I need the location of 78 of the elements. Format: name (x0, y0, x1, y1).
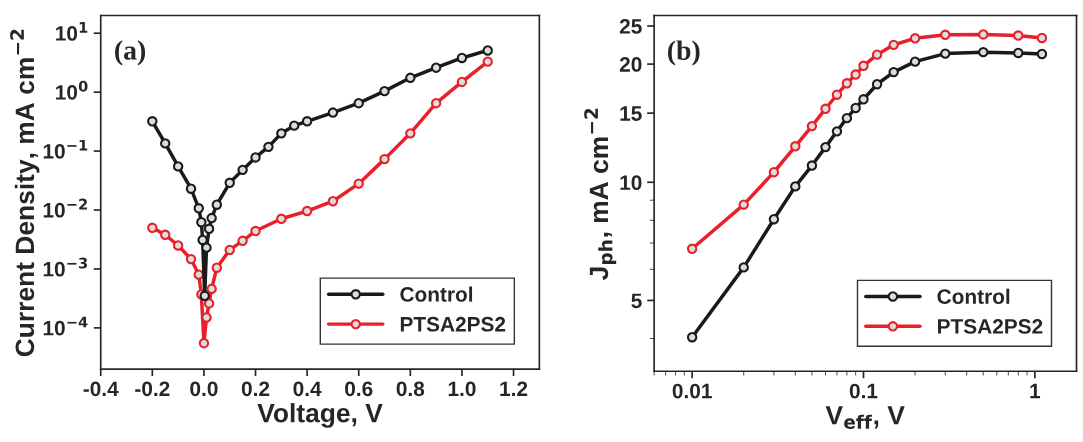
point (237, 235, 248, 247)
point (456, 52, 468, 64)
point (211, 199, 223, 210)
annotation: (a) (115, 40, 146, 66)
legend-label: PTSA2PS2 (938, 319, 1043, 334)
point (250, 152, 261, 163)
x-tick-label: -0.4 (83, 381, 119, 397)
x-tick-label: 0.8 (396, 381, 425, 397)
point (172, 240, 184, 251)
point (147, 116, 158, 127)
x-axis-title: Voltage, V (257, 403, 383, 428)
point (379, 153, 390, 165)
y-tick-label: 10$^{0}$ (56, 80, 88, 100)
point (185, 253, 197, 265)
point (196, 217, 207, 228)
point (206, 283, 217, 295)
point (203, 223, 215, 234)
point (405, 72, 416, 84)
y-axis-title: J$_{ph}$, mA cm$^{−2}$ (584, 108, 617, 281)
y-axis-title: Current Density, mA cm$^{−2}$ (10, 29, 40, 357)
y-tick-label: 10$^{−1}$ (43, 139, 88, 159)
point (276, 128, 287, 139)
annotation: (b) (668, 40, 700, 66)
point (482, 56, 493, 67)
point (237, 164, 248, 176)
point (353, 97, 364, 109)
y-tick-label: 5 (631, 293, 642, 309)
x-tick-label: 1.2 (500, 381, 528, 396)
x-tick-label: 0.4 (293, 381, 322, 397)
point (224, 177, 235, 188)
point (276, 213, 287, 224)
x-axis-title: V$_{eff}$, V (825, 406, 905, 429)
point (301, 116, 313, 127)
legend-label: Control (400, 286, 473, 302)
y-tick-label: 20 (619, 57, 642, 72)
point (201, 242, 212, 253)
x-tick-label: 0.6 (345, 381, 373, 397)
y-tick-label: 25 (619, 19, 642, 34)
point (456, 76, 468, 88)
point (160, 138, 171, 149)
point (160, 229, 171, 240)
point (430, 62, 442, 73)
x-tick-label: 0.1 (849, 383, 878, 399)
point (379, 85, 390, 97)
y-tick-label: 10$^{1}$ (56, 22, 88, 41)
point (211, 262, 223, 273)
point (327, 196, 339, 207)
x-tick-label: 0.01 (672, 383, 712, 399)
point (289, 120, 300, 131)
point (301, 205, 313, 217)
x-tick-label: -0.2 (135, 381, 170, 397)
y-tick-label: 10$^{−4}$ (43, 316, 88, 336)
x-tick-label: 0.2 (241, 381, 270, 397)
point (263, 141, 274, 153)
point (198, 337, 210, 349)
point (147, 222, 158, 233)
x-tick-label: 1.0 (448, 381, 476, 397)
point (197, 234, 208, 246)
point (482, 45, 493, 56)
point (203, 298, 215, 309)
point (185, 183, 197, 194)
point (206, 212, 217, 224)
y-tick-label: 10 (620, 175, 642, 191)
point (224, 244, 235, 256)
point (430, 97, 442, 109)
x-tick-label: 0.0 (190, 381, 218, 397)
point (405, 128, 416, 139)
y-tick-label: 10$^{−3}$ (43, 257, 88, 277)
legend-label: PTSA2PS2 (400, 316, 506, 332)
point (327, 107, 339, 118)
point (193, 203, 204, 214)
point (172, 161, 184, 172)
point (353, 178, 364, 189)
y-tick-label: 10$^{−2}$ (43, 198, 87, 218)
y-tick-label: 15 (620, 106, 642, 121)
legend-label: Control (937, 288, 1010, 304)
x-tick-label: 1 (1030, 383, 1041, 399)
point (250, 225, 261, 237)
